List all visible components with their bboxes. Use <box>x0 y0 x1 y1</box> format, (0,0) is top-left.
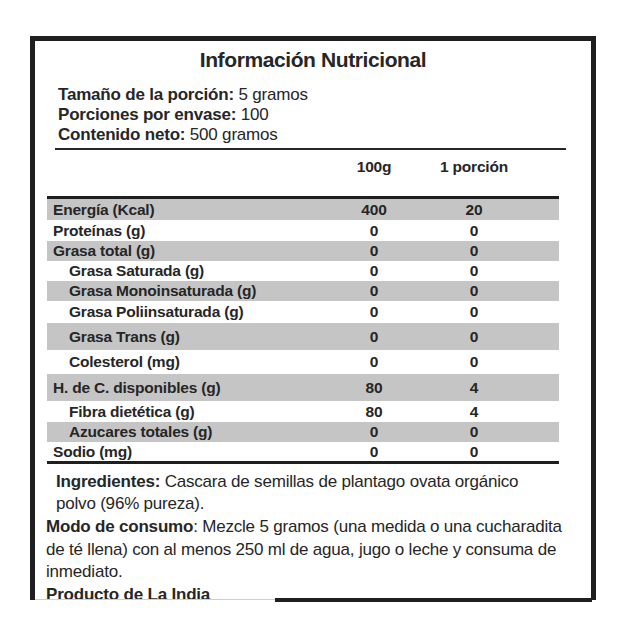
row-label: Grasa total (g) <box>47 242 324 260</box>
serving-info-block: Tamaño de la porción: 5 gramos Porciones… <box>55 85 566 150</box>
row-value-100g: 0 <box>324 282 424 300</box>
row-value-portion: 20 <box>424 201 524 219</box>
table-row: Proteínas (g) 0 0 <box>47 220 559 241</box>
row-value-100g: 0 <box>324 222 424 240</box>
nutrition-label-panel: Información Nutricional Tamaño de la por… <box>30 36 596 600</box>
table-row: Azucares totales (g) 0 0 <box>47 422 559 442</box>
header-pad <box>524 158 559 182</box>
row-value-portion: 4 <box>424 403 524 421</box>
ingredients-label: Ingredientes: <box>56 472 160 491</box>
net-content-value: 500 gramos <box>185 125 277 144</box>
row-label: Colesterol (mg) <box>47 353 324 371</box>
row-value-100g: 0 <box>324 262 424 280</box>
row-value-100g: 400 <box>324 201 424 219</box>
row-value-portion: 0 <box>424 242 524 260</box>
table-row: Sodio (mg) 0 0 <box>47 442 559 461</box>
row-value-portion: 4 <box>424 379 524 397</box>
nutrition-table-header: 100g 1 porción <box>47 150 559 182</box>
table-row: Grasa Monoinsaturada (g) 0 0 <box>47 281 559 301</box>
row-label: Energía (Kcal) <box>47 201 324 219</box>
row-value-100g: 0 <box>324 443 424 461</box>
table-row: H. de C. disponibles (g) 80 4 <box>47 374 559 401</box>
row-value-100g: 0 <box>324 423 424 441</box>
table-row: Fibra dietética (g) 80 4 <box>47 401 559 422</box>
servings-per-container-label: Porciones por envase: <box>58 105 236 124</box>
row-label: Azucares totales (g) <box>47 423 324 441</box>
row-value-100g: 80 <box>324 379 424 397</box>
servings-per-container-value: 100 <box>236 105 268 124</box>
row-value-portion: 0 <box>424 328 524 346</box>
header-spacer <box>47 158 324 182</box>
nutrition-rows: Energía (Kcal) 400 20 Proteínas (g) 0 0 … <box>47 196 559 464</box>
row-label: H. de C. disponibles (g) <box>47 379 324 397</box>
row-value-portion: 0 <box>424 262 524 280</box>
row-value-portion: 0 <box>424 222 524 240</box>
row-value-portion: 0 <box>424 443 524 461</box>
servings-per-container-line: Porciones por envase: 100 <box>55 105 566 125</box>
row-value-portion: 0 <box>424 303 524 321</box>
row-label: Proteínas (g) <box>47 222 324 240</box>
usage-instructions-block: Modo de consumo: Mezcle 5 gramos (una me… <box>46 516 577 584</box>
serving-size-value: 5 gramos <box>234 85 308 104</box>
row-label: Grasa Poliinsaturada (g) <box>47 303 324 321</box>
row-label: Fibra dietética (g) <box>47 403 324 421</box>
table-row: Grasa Poliinsaturada (g) 0 0 <box>47 301 559 323</box>
usage-label: Modo de consumo <box>46 517 193 536</box>
column-header-100g: 100g <box>324 158 424 182</box>
table-row: Grasa Saturada (g) 0 0 <box>47 261 559 281</box>
nutrition-table: 100g 1 porción Energía (Kcal) 400 20 Pro… <box>47 150 559 464</box>
column-header-portion: 1 porción <box>424 158 524 182</box>
row-value-portion: 0 <box>424 282 524 300</box>
row-label: Grasa Monoinsaturada (g) <box>47 282 324 300</box>
net-content-label: Contenido neto: <box>58 125 185 144</box>
table-row: Grasa Trans (g) 0 0 <box>47 323 559 350</box>
row-label: Grasa Saturada (g) <box>47 262 324 280</box>
table-row: Grasa total (g) 0 0 <box>47 241 559 261</box>
ingredients-block: Ingredientes: Cascara de semillas de pla… <box>56 471 561 514</box>
row-label: Grasa Trans (g) <box>47 328 324 346</box>
row-label: Sodio (mg) <box>47 443 324 461</box>
serving-size-line: Tamaño de la porción: 5 gramos <box>55 85 566 105</box>
serving-size-label: Tamaño de la porción: <box>58 85 234 104</box>
table-row: Colesterol (mg) 0 0 <box>47 350 559 374</box>
row-value-100g: 0 <box>324 353 424 371</box>
net-content-line: Contenido neto: 500 gramos <box>55 125 566 145</box>
row-value-100g: 0 <box>324 242 424 260</box>
row-value-100g: 80 <box>324 403 424 421</box>
label-title: Información Nutricional <box>35 48 591 72</box>
origin-text: Producto de La India <box>46 585 591 605</box>
row-value-100g: 0 <box>324 303 424 321</box>
table-row: Energía (Kcal) 400 20 <box>47 199 559 220</box>
row-value-100g: 0 <box>324 328 424 346</box>
row-value-portion: 0 <box>424 353 524 371</box>
row-value-portion: 0 <box>424 423 524 441</box>
